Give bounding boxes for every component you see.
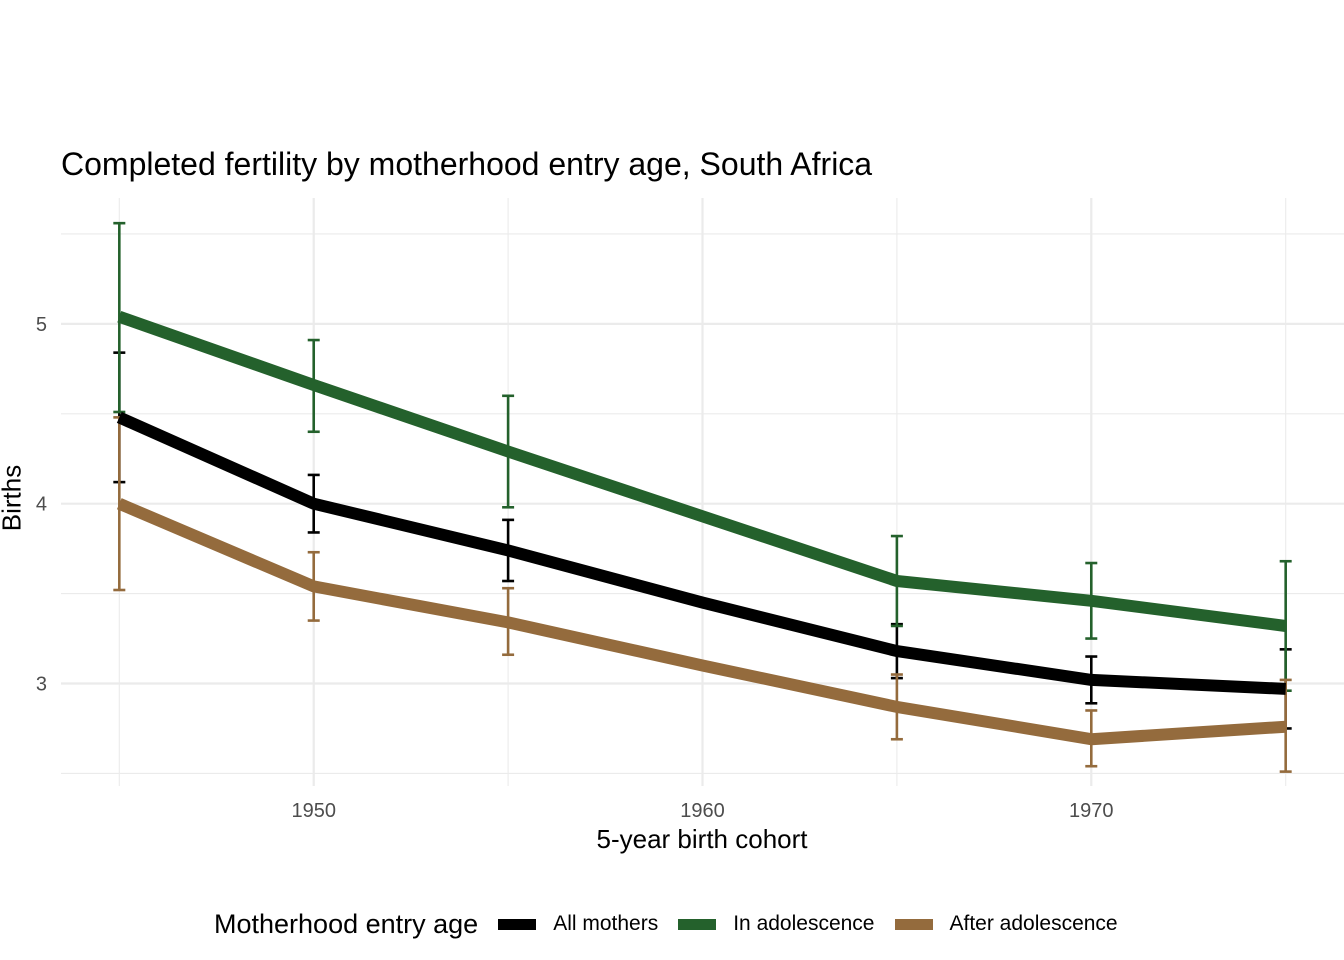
legend-label: In adolescence <box>733 912 875 935</box>
legend-item-all-mothers: All mothers <box>498 912 658 936</box>
legend-swatch <box>498 918 537 930</box>
legend-label: After adolescence <box>949 912 1118 935</box>
legend: Motherhood entry age All mothers In adol… <box>214 906 1138 942</box>
legend-item-in-adolescence: In adolescence <box>678 912 875 936</box>
legend-swatch <box>678 918 717 930</box>
series-line-all-mothers <box>116 411 1286 695</box>
legend-title: Motherhood entry age <box>214 908 479 939</box>
legend-label: All mothers <box>553 912 659 935</box>
axis-ticks: 3 4 5 1950 1960 1970 <box>36 314 1114 822</box>
legend-swatch <box>894 918 933 930</box>
series-line-after-adolescence <box>116 498 1287 746</box>
x-tick-label: 1960 <box>680 800 725 822</box>
series-lines <box>116 311 1287 746</box>
gridlines <box>61 198 1344 786</box>
y-tick-label: 5 <box>36 314 47 336</box>
chart-title: Completed fertility by motherhood entry … <box>61 146 873 182</box>
x-tick-label: 1950 <box>291 800 336 822</box>
legend-item-after-adolescence: After adolescence <box>894 912 1118 936</box>
y-tick-label: 3 <box>36 674 47 696</box>
x-tick-label: 1970 <box>1069 800 1114 822</box>
y-axis-label: Births <box>0 464 27 532</box>
error-bar <box>1279 678 1292 773</box>
y-tick-label: 4 <box>36 494 47 516</box>
x-axis-label: 5-year birth cohort <box>596 824 808 854</box>
series-line-in-adolescence <box>117 311 1287 632</box>
